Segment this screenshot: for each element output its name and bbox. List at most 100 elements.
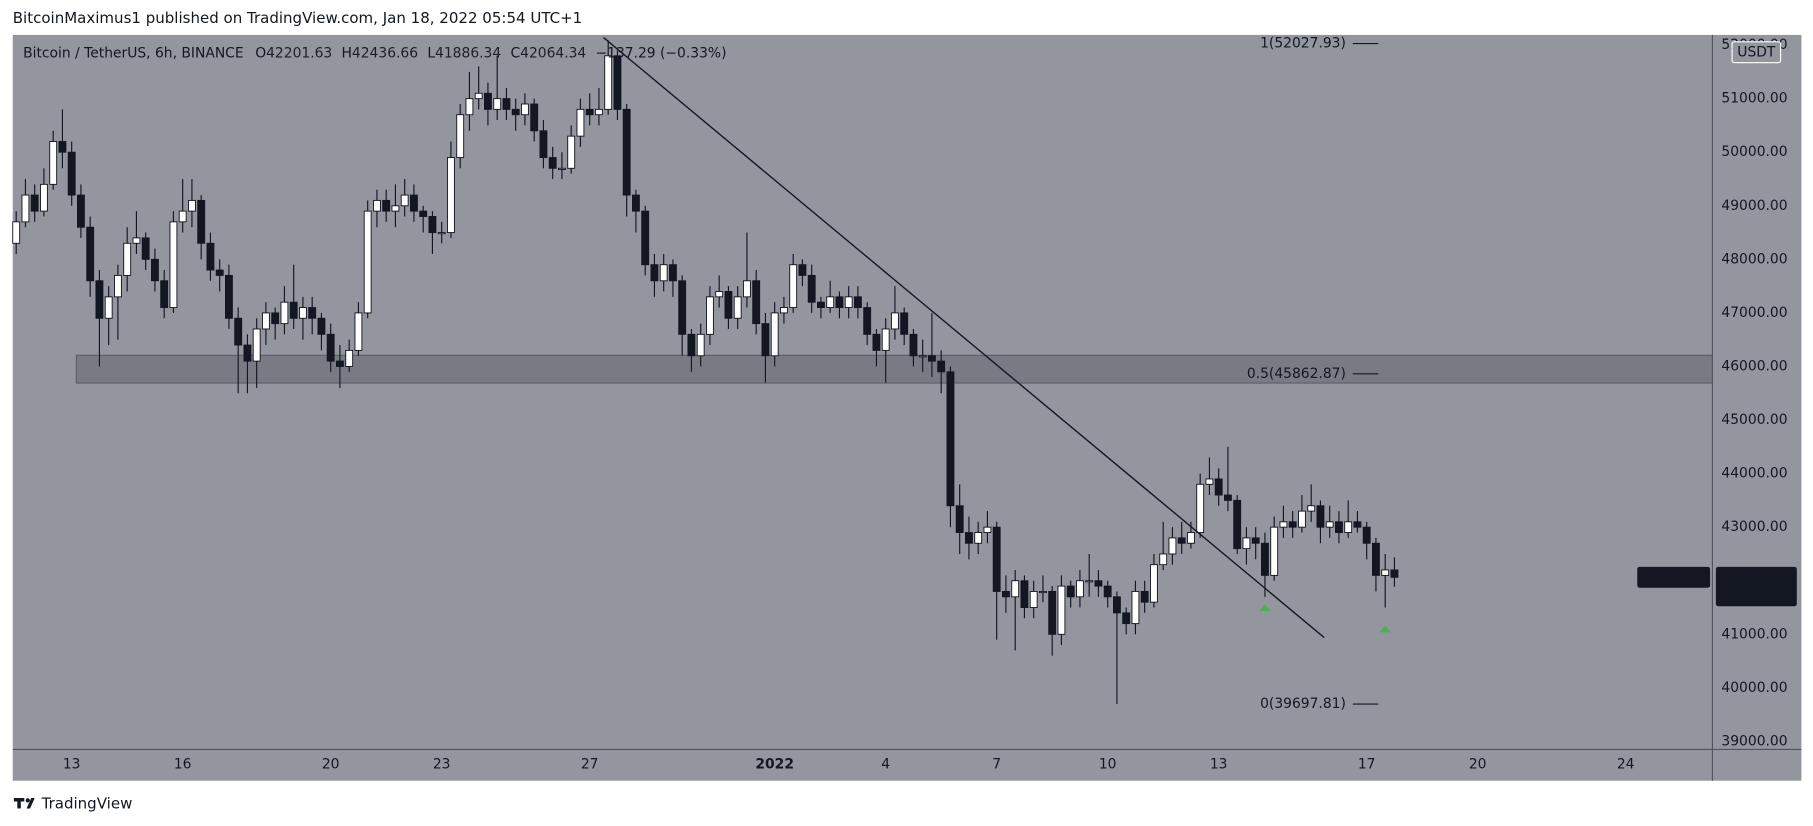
y-tick-label: 43000.00 <box>1721 519 1787 535</box>
ohlc-value: 42064.34 <box>520 45 586 61</box>
currency-tag-box <box>1731 41 1782 64</box>
candle-body <box>1196 483 1205 533</box>
candle-body <box>160 280 169 309</box>
candle-body <box>382 199 391 212</box>
fib-level-label: 0.5(45862.87) <box>1247 366 1346 382</box>
candle-body <box>789 264 798 309</box>
x-tick-label: 20 <box>1469 757 1487 773</box>
candle-body <box>1325 521 1334 528</box>
candle-body <box>215 269 224 276</box>
candle-body <box>262 312 270 330</box>
candle-body <box>1233 499 1242 550</box>
trendline <box>603 37 1325 639</box>
fib-level-label: 1(52027.93) <box>1260 36 1346 52</box>
x-tick-label: 7 <box>992 757 1001 773</box>
y-tick-label: 45000.00 <box>1721 412 1787 428</box>
x-tick-label: 10 <box>1099 757 1117 773</box>
candle-body <box>733 296 742 319</box>
candle-body <box>225 274 233 319</box>
candle-body <box>1011 580 1020 598</box>
candle-body <box>965 532 973 544</box>
candle-body <box>1316 505 1325 528</box>
candle-body <box>428 216 437 234</box>
candle-body <box>687 333 696 357</box>
candle-body <box>336 360 344 367</box>
candle-body <box>576 108 585 137</box>
candle-body <box>1251 537 1260 544</box>
y-tick-label: 48000.00 <box>1721 251 1787 267</box>
candle-body <box>1002 590 1010 598</box>
candle-body <box>1353 521 1362 528</box>
candle-body <box>234 317 243 346</box>
candle-body <box>881 328 890 351</box>
candle-body <box>650 264 659 282</box>
candle-body <box>798 264 807 276</box>
candle-body <box>21 194 30 223</box>
candle-body <box>280 301 289 325</box>
candle-body <box>141 237 150 260</box>
symbol-tag: BTCUSDT <box>1641 569 1706 585</box>
y-tick-label: 46000.00 <box>1721 358 1787 374</box>
candle-body <box>539 130 548 159</box>
candle-body <box>622 108 631 196</box>
candle-body <box>669 264 677 282</box>
ohlc-letter: L <box>427 45 435 61</box>
candle-body <box>678 280 687 335</box>
candle-body <box>844 296 853 309</box>
candle-body <box>761 323 770 357</box>
candle-body <box>326 333 335 362</box>
candle-body <box>743 280 751 298</box>
candle-body <box>1390 569 1399 578</box>
candle-body <box>632 194 640 212</box>
candle-body <box>1057 585 1066 635</box>
candle-body <box>807 274 816 303</box>
x-tick-label: 27 <box>581 757 599 773</box>
candle-body <box>271 312 280 325</box>
tradingview-logo <box>13 798 35 809</box>
brand: TradingView <box>41 794 133 812</box>
signal-arrow <box>1379 625 1391 633</box>
x-tick-label: 4 <box>881 757 890 773</box>
candle-body <box>419 210 428 217</box>
candle-body <box>724 291 733 319</box>
candle-body <box>928 355 936 362</box>
candle-body <box>1335 521 1343 533</box>
candle-body <box>863 307 872 335</box>
candle-body <box>363 210 372 314</box>
candle-body <box>289 301 298 319</box>
candle-body <box>1020 580 1029 608</box>
candle-body <box>872 333 881 351</box>
candle-body <box>40 183 48 212</box>
candle-body <box>595 108 603 116</box>
ohlc-letter: O <box>255 45 266 61</box>
candle-body <box>354 312 363 351</box>
candle-body <box>1205 478 1214 485</box>
candle-body <box>1066 585 1075 598</box>
symbol-tag-box <box>1637 566 1711 588</box>
candle-body <box>299 307 307 319</box>
signal-arrow <box>1259 604 1271 611</box>
y-tick-label: 41000.00 <box>1721 626 1787 642</box>
x-tick-label: 13 <box>1210 757 1228 773</box>
candle-body <box>585 108 594 116</box>
candle-body <box>447 157 455 234</box>
candle-body <box>1224 494 1232 501</box>
x-tick-label: 23 <box>433 757 451 773</box>
x-tick-label: 16 <box>174 757 192 773</box>
candle-body <box>558 167 566 170</box>
candle-body <box>780 307 788 314</box>
candle-body <box>484 92 492 110</box>
fib-level-label: 0(39697.81) <box>1260 696 1346 712</box>
candle-body <box>502 98 511 110</box>
candle-body <box>613 55 622 110</box>
candle-body <box>1187 532 1195 544</box>
candle-body <box>243 344 252 362</box>
candle-body <box>918 355 927 358</box>
candle-body <box>456 114 465 159</box>
candle-body <box>826 296 835 309</box>
candle-body <box>1039 590 1047 594</box>
candle-body <box>12 221 21 244</box>
y-tick-label: 50000.00 <box>1721 144 1787 160</box>
candle-body <box>197 199 206 244</box>
candle-body <box>474 92 483 100</box>
